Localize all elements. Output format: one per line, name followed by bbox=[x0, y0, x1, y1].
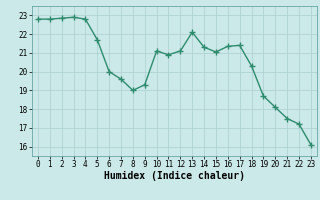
X-axis label: Humidex (Indice chaleur): Humidex (Indice chaleur) bbox=[104, 171, 245, 181]
